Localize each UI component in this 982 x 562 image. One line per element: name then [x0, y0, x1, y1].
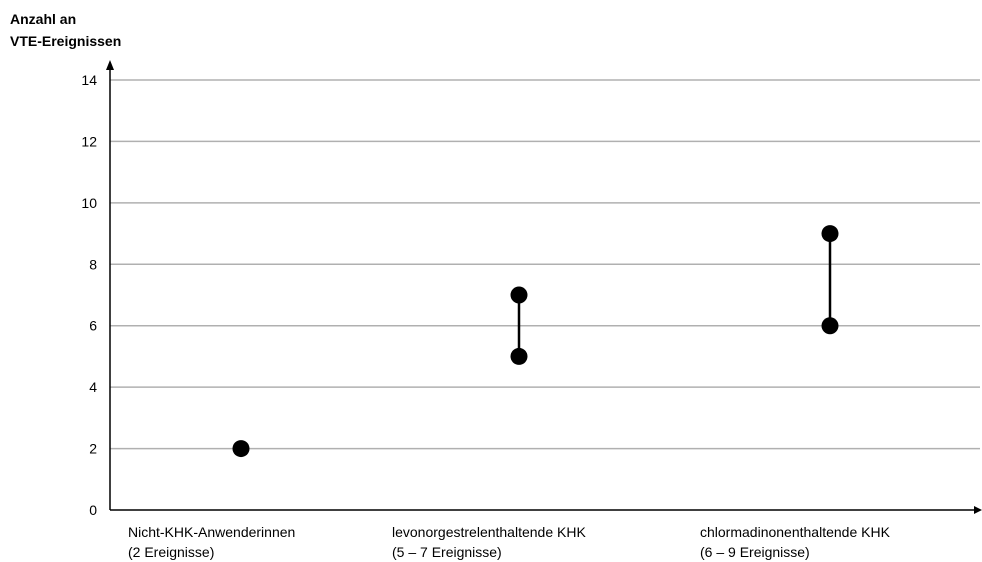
y-tick-label-12: 12	[81, 133, 97, 149]
grid-lines	[110, 79, 980, 450]
point-low-2	[821, 317, 839, 335]
range-lines	[517, 233, 832, 357]
axes	[106, 60, 982, 514]
y-axis-arrow	[106, 60, 114, 70]
data-points	[232, 225, 839, 458]
category-label-1-line-0: levonorgestrelenthaltende KHK	[392, 524, 586, 540]
point-low-0	[232, 440, 250, 458]
y-tick-label-0: 0	[89, 502, 97, 518]
category-labels: Nicht-KHK-Anwenderinnen (2 Ereignisse) lev…	[128, 524, 891, 560]
point-high-1	[510, 286, 528, 304]
y-axis-label-line-2: VTE-Ereignissen	[10, 33, 121, 49]
category-label-0-line-1: (2 Ereignisse)	[128, 544, 214, 560]
y-tick-label-2: 2	[89, 441, 97, 457]
y-tick-label-14: 14	[81, 72, 97, 88]
point-low-1	[510, 347, 528, 365]
category-label-2-line-1: (6 – 9 Ereignisse)	[700, 544, 810, 560]
y-tick-label-10: 10	[81, 195, 97, 211]
category-label-1-line-1: (5 – 7 Ereignisse)	[392, 544, 502, 560]
y-tick-label-6: 6	[89, 318, 97, 334]
y-tick-labels: 0 2 4 6 8 10 12 14	[81, 72, 97, 518]
y-tick-label-8: 8	[89, 256, 97, 272]
x-axis-arrow	[974, 506, 982, 514]
point-high-2	[821, 225, 839, 243]
y-tick-label-4: 4	[89, 379, 97, 395]
y-axis-label-line-1: Anzahl an	[10, 11, 76, 27]
category-label-2-line-0: chlormadinonenthaltende KHK	[700, 524, 891, 540]
category-label-0-line-0: Nicht-KHK-Anwenderinnen	[128, 524, 295, 540]
